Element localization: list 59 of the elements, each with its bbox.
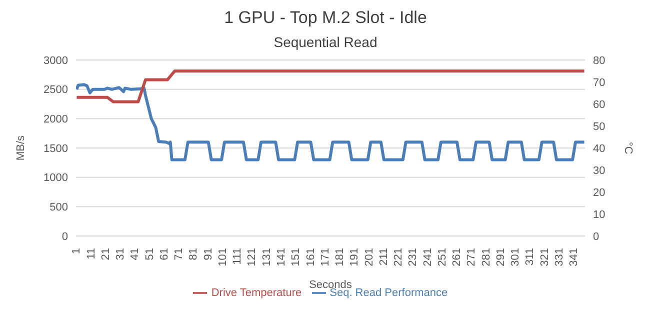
- x-tick-label: 111: [232, 248, 244, 265]
- x-tick-label: 221: [392, 248, 405, 266]
- x-tick-label: 201: [363, 248, 376, 266]
- x-tick-label: 131: [260, 248, 273, 266]
- y-axis-title: MB/s: [14, 134, 27, 161]
- x-tick-label: 241: [422, 248, 434, 266]
- x-tick-label: 81: [188, 248, 200, 260]
- x-tick-label: 251: [436, 248, 448, 266]
- x-tick-label: 1: [70, 248, 83, 254]
- x-tick-label: 211: [378, 248, 390, 266]
- y-tick-label: 2500: [44, 84, 68, 96]
- x-tick-label: 301: [510, 248, 522, 266]
- x-tick-label: 311: [524, 248, 536, 266]
- x-tick-label: 291: [494, 248, 507, 266]
- x-tick-label: 281: [480, 248, 492, 266]
- chart-subtitle: Sequential Read: [272, 34, 378, 50]
- x-tick-label: 11: [85, 248, 98, 260]
- legend-label: Drive Temperature: [211, 286, 302, 299]
- y-tick-label: 1000: [44, 172, 68, 184]
- x-tick-label: 331: [553, 248, 566, 266]
- legend-label: Seq. Read Performance: [330, 286, 448, 299]
- y2-tick-label: 20: [593, 186, 606, 199]
- x-tick-label: 161: [304, 248, 317, 266]
- x-tick-label: 91: [202, 248, 214, 260]
- x-tick-label: 321: [538, 248, 551, 266]
- x-tick-label: 231: [407, 248, 420, 266]
- y2-axis-title: °C: [622, 142, 634, 154]
- y2-tick-label: 50: [593, 120, 606, 133]
- y2-tick-label: 80: [593, 54, 606, 67]
- y-tick-label: 1500: [44, 142, 68, 155]
- line-series: [76, 70, 585, 104]
- x-tick-label: 341: [568, 248, 580, 266]
- y2-tick-label: 40: [593, 142, 606, 155]
- chart-title: 1 GPU - Top M.2 Slot - Idle: [223, 8, 428, 28]
- x-tick-label: 51: [144, 248, 156, 260]
- x-tick-label: 71: [173, 248, 186, 260]
- x-tick-label: 31: [114, 248, 127, 260]
- x-tick-label: 181: [334, 248, 346, 266]
- x-tick-label: 61: [158, 248, 170, 260]
- x-tick-label: 151: [290, 248, 302, 266]
- x-tick-label: 171: [319, 248, 332, 266]
- line-series: [76, 83, 585, 162]
- y-tick-label: 2000: [44, 114, 68, 126]
- x-tick-label: 21: [100, 248, 112, 260]
- y2-tick-label: 10: [593, 208, 606, 221]
- y-tick-label: 500: [50, 202, 68, 214]
- x-tick-label: 271: [466, 248, 478, 266]
- x-tick-label: 191: [348, 248, 361, 266]
- x-tick-label: 261: [451, 248, 464, 266]
- y2-tick-label: 70: [593, 76, 606, 89]
- y2-tick-label: 30: [593, 164, 606, 177]
- x-tick-label: 41: [129, 248, 142, 260]
- x-tick-label: 101: [216, 248, 229, 266]
- y-tick-label: 0: [62, 230, 68, 243]
- y-tick-label: 3000: [44, 54, 68, 67]
- y2-tick-label: 60: [593, 98, 606, 111]
- y2-tick-label: 0: [593, 230, 600, 243]
- x-tick-label: 121: [246, 248, 258, 266]
- x-tick-label: 141: [276, 248, 288, 266]
